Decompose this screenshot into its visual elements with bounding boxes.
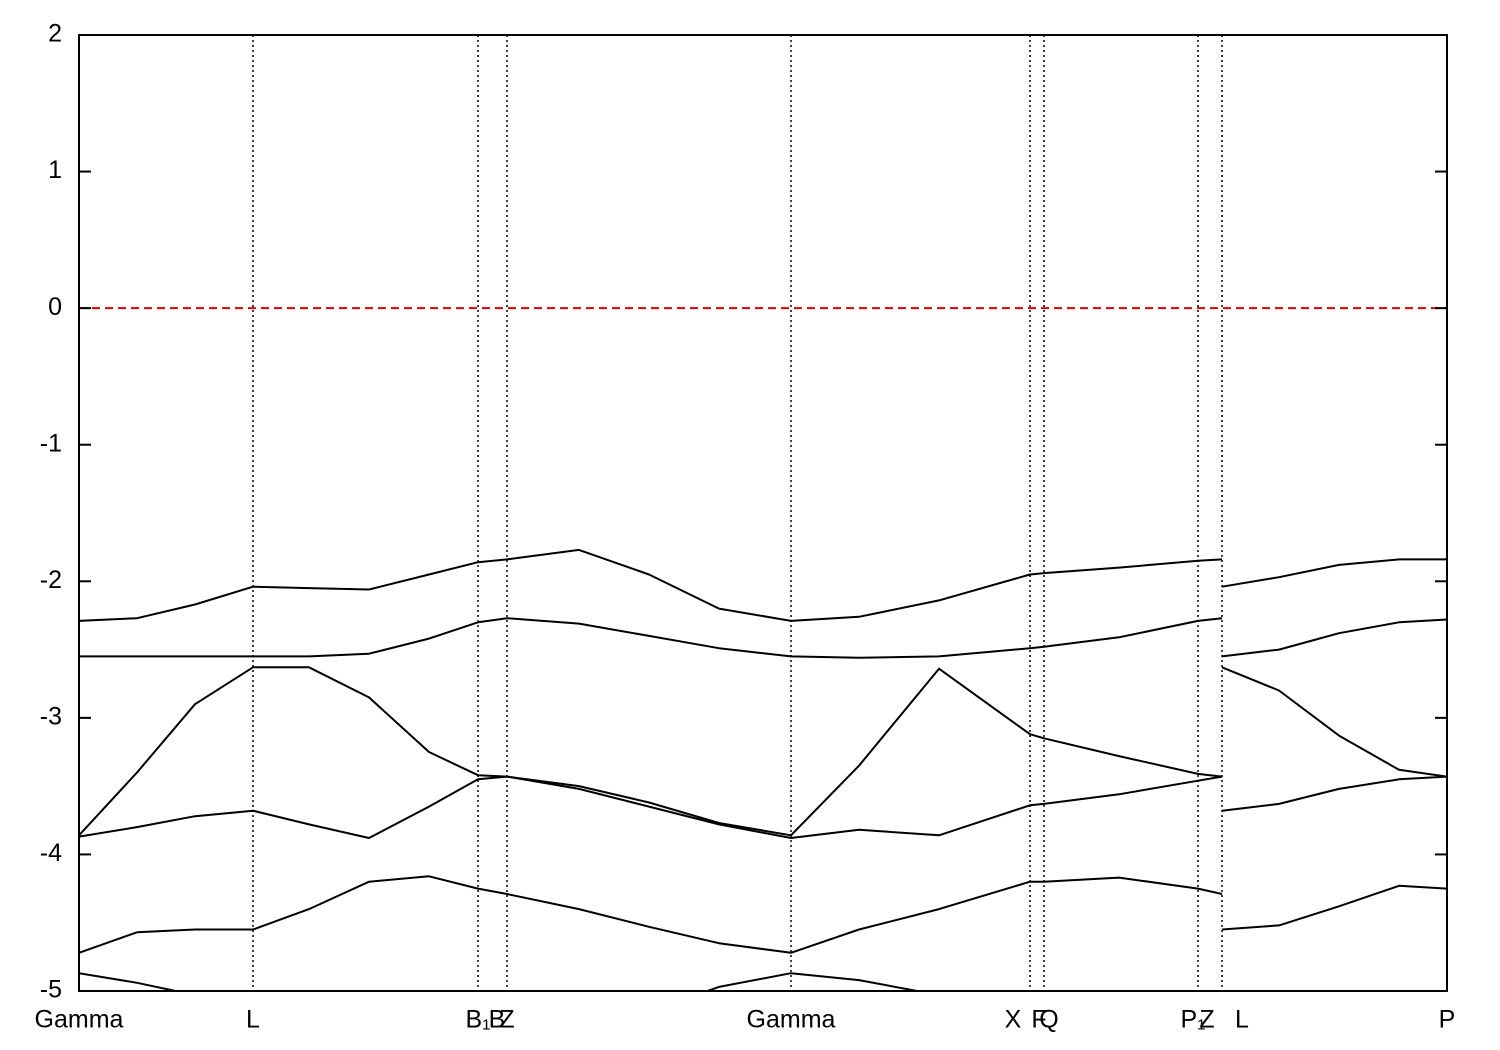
y-tick-label: -3 xyxy=(40,702,62,730)
x-tick-label: L xyxy=(246,1006,260,1034)
band xyxy=(79,548,1447,622)
y-tick-label: 2 xyxy=(48,20,62,48)
x-tick-label: B xyxy=(489,1006,506,1034)
band xyxy=(79,617,1447,659)
x-tick-label: Gamma xyxy=(35,1006,124,1034)
y-tick-label: -5 xyxy=(40,976,62,1004)
band xyxy=(79,775,1447,839)
x-tick-label: Q xyxy=(1039,1006,1058,1034)
plot-frame xyxy=(78,34,1448,992)
band xyxy=(79,972,923,991)
y-tick-label: -2 xyxy=(40,566,62,594)
x-tick-label: L xyxy=(1235,1006,1249,1034)
grid xyxy=(79,35,1447,991)
y-tick-label: -1 xyxy=(40,429,62,457)
band xyxy=(79,875,1447,954)
band xyxy=(79,666,1447,837)
y-tick-label: 0 xyxy=(48,293,62,321)
x-tick-label: P xyxy=(1439,1006,1456,1034)
x-tick-label: B₁ xyxy=(465,1006,490,1034)
x-tick-label: Z xyxy=(499,1006,514,1034)
bands xyxy=(79,548,1447,991)
x-tick-label: X xyxy=(1005,1006,1022,1034)
y-tick-label: 1 xyxy=(48,156,62,184)
x-tick-label: F xyxy=(1031,1006,1046,1034)
x-tick-label: P₁ xyxy=(1180,1006,1205,1034)
y-tick-label: -4 xyxy=(40,839,62,867)
x-tick-label: Z xyxy=(1199,1006,1214,1034)
x-tick-label: Gamma xyxy=(747,1006,836,1034)
